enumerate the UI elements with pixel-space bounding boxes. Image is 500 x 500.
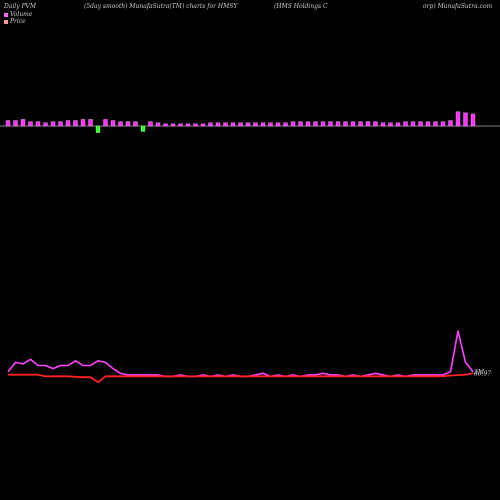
volume-bar — [163, 123, 168, 127]
volume-end-label: 3M — [474, 369, 485, 376]
volume-bar — [238, 122, 243, 127]
volume-bar — [80, 119, 86, 127]
volume-bar — [320, 121, 326, 127]
volume-bar — [148, 121, 153, 127]
volume-bar — [215, 122, 221, 127]
volume-bar — [133, 121, 138, 127]
legend-volume-swatch — [4, 12, 8, 17]
header-right-2: orp) MunafaSutra.com — [423, 3, 493, 10]
legend-volume-label: Volume — [10, 11, 33, 18]
volume-bar — [410, 121, 416, 127]
legend-price-label: Price — [10, 18, 26, 25]
price-end-label: 86.97 — [474, 370, 491, 377]
volume-bar — [230, 122, 236, 127]
volume-bar — [125, 121, 131, 127]
volume-bar — [380, 122, 386, 127]
legend-price: Price — [4, 18, 26, 25]
volume-bar — [28, 121, 33, 127]
volume-bar — [50, 121, 56, 127]
volume-bar — [373, 121, 378, 127]
volume-bar — [178, 123, 183, 127]
volume-bar — [155, 122, 161, 127]
volume-bar — [343, 121, 348, 127]
volume-bar — [65, 120, 71, 127]
volume-bar — [463, 112, 468, 127]
header-left: Daily PVM — [4, 3, 37, 10]
volume-bar — [418, 121, 423, 127]
volume-bar — [253, 122, 258, 127]
volume-bar — [200, 123, 206, 127]
volume-bar — [365, 121, 371, 127]
volume-bar — [185, 123, 191, 127]
volume-bar — [275, 122, 281, 127]
chart-header: Daily PVM (5day smooth) MunafaSutra(TM) … — [0, 0, 500, 16]
header-right: (HMS Holdings C — [274, 3, 328, 10]
volume-bar — [470, 113, 476, 127]
volume-bar — [328, 121, 333, 127]
header-middle: (5day smooth) MunafaSutra(TM) charts for… — [84, 3, 238, 10]
volume-bar — [425, 121, 431, 127]
volume-bar — [268, 122, 273, 127]
volume-bar — [118, 121, 123, 127]
volume-bar — [448, 120, 453, 127]
volume-bar — [223, 122, 228, 127]
volume-bar — [305, 121, 311, 127]
volume-bar — [290, 121, 296, 127]
volume-bar — [388, 122, 393, 127]
volume-bar — [283, 122, 288, 127]
volume-bar — [73, 120, 78, 127]
volume-bar — [403, 121, 408, 127]
volume-line — [7, 330, 474, 378]
volume-bar — [433, 121, 438, 127]
price-line — [8, 372, 474, 384]
volume-bar — [43, 122, 48, 127]
volume-bar — [170, 123, 176, 127]
volume-bar — [140, 125, 146, 132]
volume-bar — [35, 121, 41, 127]
volume-bar — [193, 123, 198, 127]
volume-bar — [103, 119, 108, 127]
volume-bar — [208, 122, 213, 127]
legend-price-swatch — [4, 19, 8, 24]
volume-bar — [298, 121, 303, 127]
volume-bar — [455, 111, 461, 127]
volume-bar — [88, 119, 93, 127]
volume-bar — [5, 120, 11, 127]
volume-bar — [395, 122, 401, 127]
volume-bar — [110, 120, 116, 127]
volume-bar — [20, 119, 26, 127]
volume-bar — [335, 121, 341, 127]
volume-bar — [350, 121, 356, 127]
volume-bar — [58, 121, 63, 127]
volume-bar — [260, 122, 266, 127]
volume-bar — [95, 125, 101, 133]
legend-volume: Volume — [4, 11, 32, 18]
volume-bar — [358, 121, 363, 127]
volume-bar — [313, 121, 318, 127]
volume-bar — [440, 121, 446, 127]
volume-bar — [13, 120, 18, 127]
volume-bar — [245, 122, 251, 127]
